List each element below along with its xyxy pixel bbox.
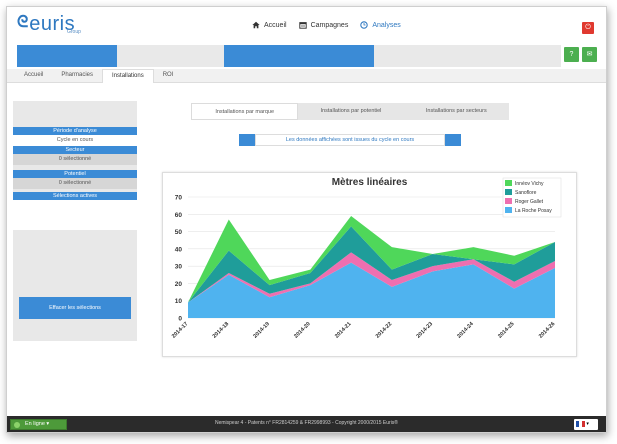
copyright-text: Nemispear 4 - Patents n° FR2814259 & FR2… bbox=[214, 420, 398, 426]
tab-installations[interactable]: Installations bbox=[102, 69, 154, 83]
info-banner-right bbox=[445, 134, 461, 146]
tab-roi[interactable]: ROI bbox=[162, 72, 174, 78]
y-tick-label: 50 bbox=[175, 229, 183, 236]
subtab-par-marque[interactable]: Installations par marque bbox=[191, 103, 299, 120]
chevron-down-icon: ▾ bbox=[586, 421, 589, 427]
periode-select[interactable]: Cycle en cours bbox=[13, 135, 137, 146]
clear-selections-button[interactable]: Effacer les sélections bbox=[19, 297, 131, 319]
x-tick-label: 2014-25 bbox=[497, 321, 516, 340]
mail-button[interactable]: ✉ bbox=[582, 47, 597, 62]
x-tick-label: 2014-21 bbox=[334, 321, 353, 340]
question-icon: ? bbox=[569, 51, 574, 58]
nav-label: Analyses bbox=[372, 21, 401, 29]
secteur-select[interactable]: 0 sélectionné bbox=[13, 154, 137, 165]
info-text: Les données affichées sont issues du cyc… bbox=[255, 134, 445, 146]
legend-label: La Roche Posay bbox=[515, 208, 552, 214]
power-button[interactable]: ⏻ bbox=[582, 22, 594, 34]
legend-label: Sanoflore bbox=[515, 190, 537, 196]
logo-mark-icon: ᘓ bbox=[17, 14, 29, 31]
x-tick-label: 2014-19 bbox=[252, 321, 271, 340]
x-tick-label: 2014-24 bbox=[456, 321, 475, 340]
clock-icon bbox=[360, 21, 369, 29]
main-nav: Accueil Campagnes Analyses bbox=[252, 21, 401, 29]
tab-accueil[interactable]: Accueil bbox=[24, 72, 44, 78]
x-tick-label: 2014-26 bbox=[538, 321, 557, 340]
nav-item-accueil[interactable]: Accueil bbox=[252, 21, 287, 29]
help-button[interactable]: ? bbox=[564, 47, 579, 62]
selection-bar bbox=[17, 45, 584, 67]
online-status-button[interactable]: En ligne ▾ bbox=[10, 419, 67, 430]
analysis-tabs: Accueil Pharmacies Installations ROI bbox=[7, 69, 606, 83]
tab-pharmacies[interactable]: Pharmacies bbox=[61, 72, 94, 78]
flag-fr-icon bbox=[576, 420, 585, 427]
top-navbar: ᘓ euris Group Accueil Campagnes Analyses… bbox=[7, 7, 606, 43]
info-banner: Les données affichées sont issues du cyc… bbox=[239, 134, 461, 146]
brand-logo[interactable]: ᘓ euris bbox=[17, 13, 76, 35]
y-tick-label: 20 bbox=[175, 281, 183, 288]
area-chart: 0 10 20 30 40 50 60 70 2014-17 2014-18 2014-19 2014… bbox=[171, 177, 562, 340]
potentiel-select[interactable]: 0 sélectionné bbox=[13, 178, 137, 189]
envelope-icon: ✉ bbox=[586, 51, 593, 58]
legend-swatch bbox=[505, 189, 512, 195]
area-series-3 bbox=[188, 216, 555, 303]
nav-label: Campagnes bbox=[310, 21, 349, 29]
selections-list bbox=[13, 200, 137, 230]
subtab-par-potentiel[interactable]: Installations par potentiel bbox=[320, 108, 382, 114]
potentiel-heading: Potentiel bbox=[13, 170, 137, 178]
app-window: ᘓ euris Group Accueil Campagnes Analyses… bbox=[6, 6, 607, 433]
brand-sub: Group bbox=[67, 29, 81, 35]
x-tick-label: 2014-17 bbox=[171, 321, 190, 340]
selection-bar-center bbox=[224, 45, 374, 67]
x-tick-label: 2014-22 bbox=[375, 321, 394, 340]
nav-item-analyses[interactable]: Analyses bbox=[360, 21, 401, 29]
y-tick-label: 30 bbox=[175, 264, 183, 271]
selection-bar-gap-right bbox=[374, 45, 561, 67]
y-tick-label: 70 bbox=[175, 195, 183, 202]
brand-name: euris bbox=[29, 13, 76, 35]
chevron-down-icon: ▾ bbox=[44, 421, 50, 427]
nav-item-campagnes[interactable]: Campagnes bbox=[298, 21, 349, 29]
selection-bar-gap bbox=[117, 45, 224, 67]
installation-subtabs: Installations par marque Installations p… bbox=[191, 103, 509, 120]
footer-bar: En ligne ▾ Nemispear 4 - Patents n° FR28… bbox=[7, 416, 606, 432]
status-dot-icon bbox=[14, 422, 20, 428]
home-icon bbox=[252, 21, 260, 29]
legend-label: Innéov Vichy bbox=[515, 181, 544, 187]
periode-heading: Période d'analyse bbox=[13, 127, 137, 135]
selections-heading: Sélections actives bbox=[13, 192, 137, 200]
legend-swatch bbox=[505, 207, 512, 213]
chart-title: Mètres linéaires bbox=[331, 177, 408, 188]
x-tick-label: 2014-18 bbox=[212, 321, 231, 340]
subtab-par-secteurs[interactable]: Installations par secteurs bbox=[425, 108, 487, 114]
y-tick-label: 60 bbox=[175, 212, 183, 219]
nav-label: Accueil bbox=[264, 21, 287, 29]
area-series-0 bbox=[188, 262, 555, 318]
calendar-icon bbox=[298, 22, 307, 29]
secteur-heading: Secteur bbox=[13, 146, 137, 154]
selection-bar-left bbox=[17, 45, 117, 67]
info-banner-left bbox=[239, 134, 255, 146]
online-label: En ligne bbox=[25, 421, 45, 427]
x-tick-label: 2014-20 bbox=[293, 321, 312, 340]
filter-sidebar: Période d'analyse Cycle en cours Secteur… bbox=[13, 101, 137, 341]
language-selector[interactable]: ▾ bbox=[574, 419, 598, 430]
y-tick-label: 0 bbox=[178, 316, 182, 323]
power-icon: ⏻ bbox=[585, 24, 591, 31]
legend-label: Roger Gallet bbox=[515, 199, 544, 205]
legend-box bbox=[502, 177, 562, 218]
chart-card: Mètres linéaires 0 10 20 30 40 50 60 70 2014-17 2… bbox=[162, 172, 577, 357]
x-tick-label: 2014-23 bbox=[416, 321, 435, 340]
legend-swatch bbox=[505, 180, 512, 186]
legend-swatch bbox=[505, 198, 512, 204]
area-series-1 bbox=[188, 252, 555, 303]
area-series-2 bbox=[188, 226, 555, 303]
y-tick-label: 40 bbox=[175, 246, 183, 253]
y-tick-label: 10 bbox=[175, 298, 183, 305]
